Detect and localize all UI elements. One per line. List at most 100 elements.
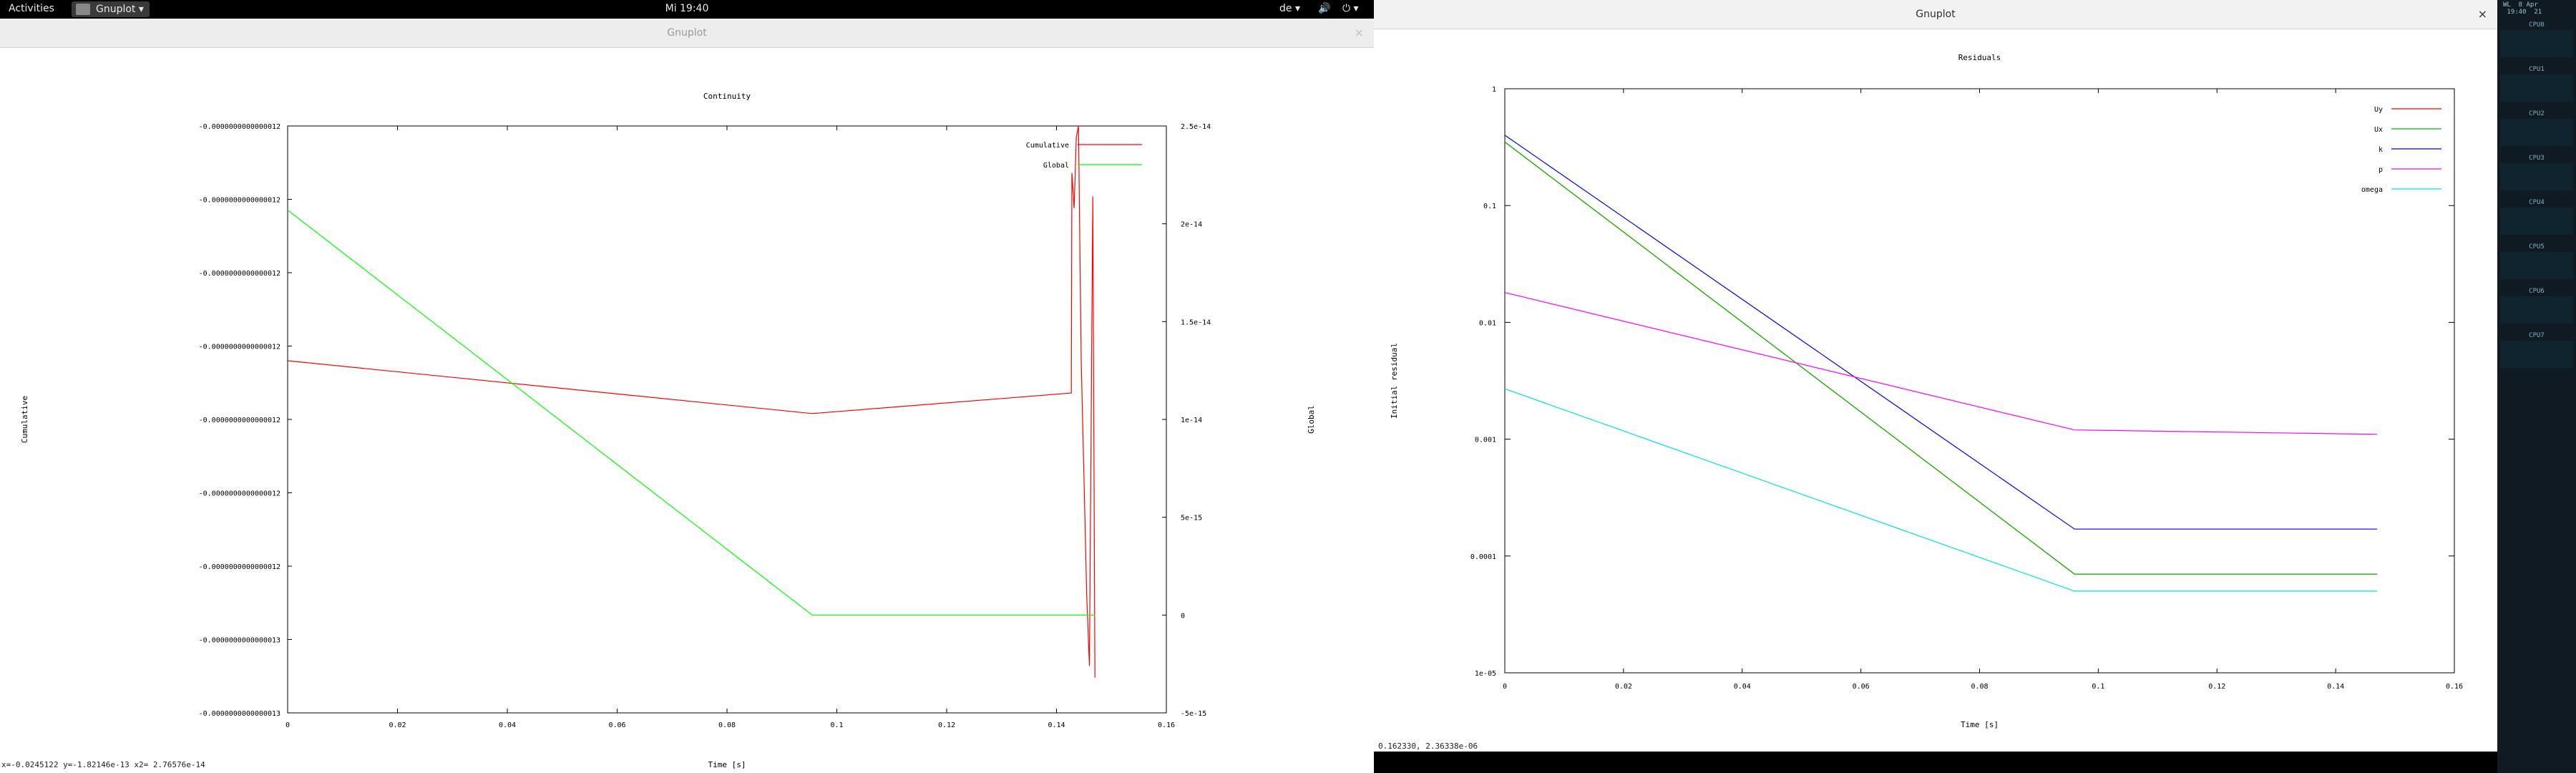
gnuplot-app-icon [76, 4, 90, 15]
cpu-usage-graph [2500, 163, 2573, 190]
legend-label: Uy [2374, 106, 2383, 114]
y-tick-label: -0.0000000000000013 [199, 710, 280, 718]
y2-axis-label: Global [1307, 405, 1316, 434]
x-tick-label: 0.02 [389, 721, 406, 729]
plot-frame [287, 125, 1167, 714]
power-icon[interactable]: ⏻ ▾ [1342, 3, 1359, 14]
x-axis-label: Time [s] [1961, 720, 1999, 729]
close-icon[interactable]: × [2477, 7, 2487, 21]
series-line-cumulative [287, 125, 1096, 678]
cpu-meter-label: CPU0 [2529, 21, 2545, 29]
series-line-p [1504, 292, 2378, 435]
app-menu-label: Gnuplot ▾ [96, 4, 144, 15]
legend-label: Ux [2374, 126, 2383, 134]
y2-tick-label: 0 [1181, 612, 1185, 620]
clock[interactable]: Mi 19:40 [665, 3, 709, 14]
y-tick-label: 0.001 [1475, 437, 1496, 444]
cpu-usage-graph [2500, 341, 2573, 368]
x-tick-label: 0.02 [1615, 683, 1632, 691]
x-tick-label: 0.06 [608, 721, 625, 729]
cpu-meter: CPU0 [2500, 21, 2573, 59]
y-tick-label: -0.0000000000000012 [199, 197, 280, 205]
gnuplot-window-continuity[interactable]: Gnuplot × Continuity Time [s] Cumulative Gl… [0, 19, 1374, 773]
cpu-usage-graph [2500, 296, 2573, 324]
y-axis-label: Cumulative [20, 396, 29, 443]
legend-label: Global [1043, 162, 1069, 170]
residuals-chart[interactable]: Residuals Time [s] Initial residual 0 0.02 0.… [1374, 29, 2497, 744]
speaker-icon[interactable]: 🔊 [1318, 3, 1331, 14]
y2-tick-label: -5e-15 [1181, 710, 1206, 718]
cpu-meter: CPU7 [2500, 332, 2573, 369]
y2-tick-label: 1.5e-14 [1181, 319, 1211, 326]
window-bottom-strip [1374, 752, 2497, 773]
y-tick-label: 1 [1492, 86, 1496, 94]
gnuplot-window-residuals[interactable]: Gnuplot × Residuals Time [s] Initial resid… [1374, 0, 2497, 773]
x-tick-label: 0 [286, 721, 290, 729]
series-line-ux [1504, 141, 2378, 575]
x-tick-label: 0.14 [1048, 721, 1065, 729]
y2-tick-label: 1e-14 [1181, 417, 1202, 424]
cpu-meter-label: CPU3 [2529, 155, 2545, 162]
y-tick-label: 0.1 [1483, 203, 1496, 210]
close-icon[interactable]: × [1354, 26, 1364, 39]
y2-tick-label: 2.5e-14 [1181, 123, 1211, 131]
plot-frame [1504, 88, 2455, 674]
window-titlebar[interactable]: Gnuplot × [1374, 0, 2497, 29]
cpu-meter-label: CPU1 [2529, 66, 2545, 73]
x-tick-label: 0.1 [2092, 683, 2104, 691]
cpu-usage-graph [2500, 252, 2573, 279]
x-tick-label: 0.14 [2327, 683, 2344, 691]
legend-label: Cumulative [1026, 142, 1069, 150]
y-tick-label: -0.0000000000000012 [199, 563, 280, 571]
y-tick-label: -0.0000000000000012 [199, 123, 280, 131]
cpu-meter-label: CPU4 [2529, 199, 2545, 206]
y-tick-label: 1e-05 [1475, 670, 1496, 678]
cpu-meter: CPU5 [2500, 243, 2573, 281]
x-tick-label: 0.12 [938, 721, 955, 729]
y-tick-label: 0.01 [1479, 319, 1496, 327]
mouse-coordinates-readout: 0.162330, 2.36338e-06 [1378, 742, 1478, 751]
legend-label: omega [2361, 186, 2383, 194]
y-tick-label: -0.0000000000000013 [199, 637, 280, 645]
series-line-uy [1504, 141, 2378, 575]
app-menu[interactable]: Gnuplot ▾ [72, 1, 150, 17]
cpu-meter-label: CPU5 [2529, 243, 2545, 251]
cpu-meter: CPU3 [2500, 155, 2573, 192]
x-tick-label: 0.08 [1971, 683, 1988, 691]
cpu-usage-graph [2500, 30, 2573, 57]
chart-title: Residuals [1958, 53, 2001, 62]
legend-label: p [2379, 166, 2383, 174]
y-tick-label: -0.0000000000000012 [199, 270, 280, 278]
y-tick-label: -0.0000000000000012 [199, 490, 280, 498]
cpu-meter-label: CPU6 [2529, 288, 2545, 295]
series-line-omega [1504, 388, 2378, 592]
cpu-meter-label: CPU2 [2529, 110, 2545, 117]
x-tick-label: 0.16 [1158, 721, 1175, 729]
system-monitor-panel: WL 8 Apr 19:40 21 CPU0 CPU1 CPU2 CPU3 CPU4 CP… [2497, 0, 2576, 773]
x-tick-label: 0.08 [718, 721, 736, 729]
y-tick-label: 0.0001 [1470, 553, 1496, 561]
activities-button[interactable]: Activities [9, 3, 54, 14]
y-axis-label: Initial residual [1390, 343, 1399, 419]
window-titlebar[interactable]: Gnuplot × [0, 19, 1374, 48]
cpu-meter: CPU4 [2500, 199, 2573, 236]
cpu-meter-label: CPU7 [2529, 332, 2545, 339]
y2-tick-label: 2e-14 [1181, 221, 1202, 229]
cpu-usage-graph [2500, 74, 2573, 102]
chart-title: Continuity [703, 92, 751, 101]
cpu-meter: CPU2 [2500, 110, 2573, 147]
series-line-k [1504, 135, 2378, 530]
x-tick-label: 0.04 [499, 721, 516, 729]
x-tick-label: 0.06 [1853, 683, 1870, 691]
y-tick-label: -0.0000000000000012 [199, 344, 280, 351]
series-line-global [287, 210, 1096, 616]
y2-tick-label: 5e-15 [1181, 515, 1202, 522]
x-tick-label: 0.04 [1734, 683, 1751, 691]
window-title: Gnuplot [1916, 9, 1956, 20]
x-tick-label: 0.16 [2446, 683, 2463, 691]
top-bar: Activities Gnuplot ▾ Mi 19:40 de ▾ 🔊 ⏻ ▾ [0, 0, 1374, 19]
cpu-meter: CPU6 [2500, 288, 2573, 325]
x-tick-label: 0 [1503, 683, 1507, 691]
continuity-chart[interactable]: Continuity Time [s] Cumulative Global 0 0.02 0… [0, 47, 1374, 770]
keyboard-layout-indicator[interactable]: de ▾ [1279, 3, 1300, 14]
